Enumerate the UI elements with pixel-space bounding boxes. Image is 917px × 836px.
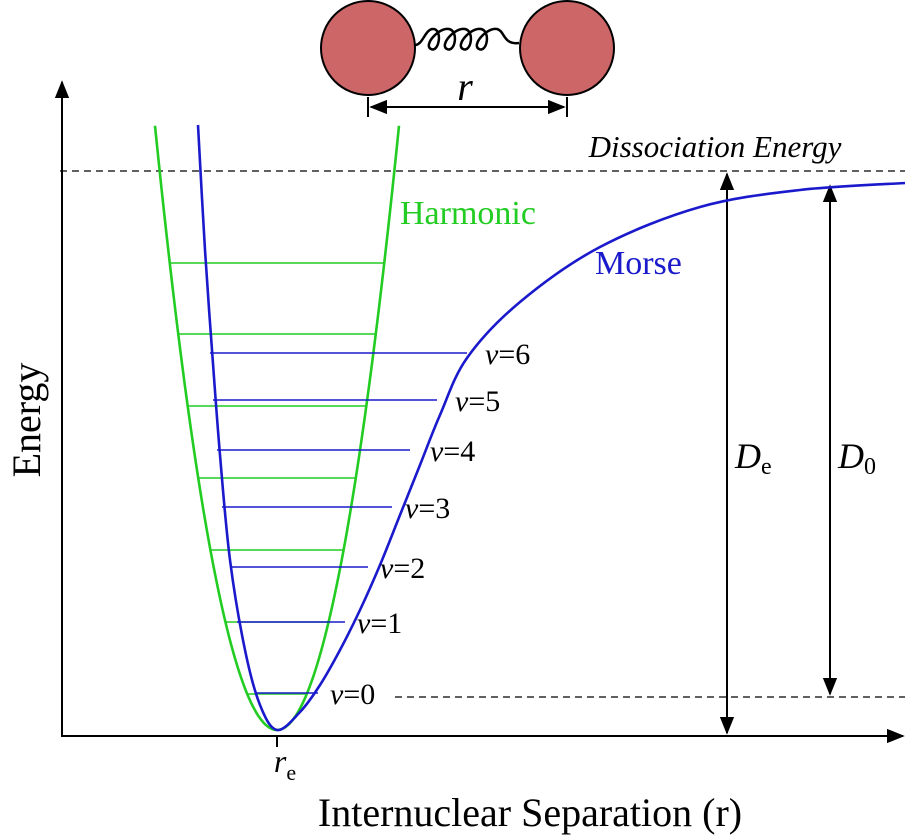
de-label: De xyxy=(734,436,772,480)
level-label: v=5 xyxy=(455,385,500,418)
level-label: v=2 xyxy=(380,552,425,585)
level-label: v=4 xyxy=(430,435,475,468)
morse-curve xyxy=(196,124,906,732)
d0-label: D0 xyxy=(837,436,876,480)
de-sub: e xyxy=(761,454,772,480)
harmonic-label: Harmonic xyxy=(400,195,536,232)
bond-label: r xyxy=(457,64,473,109)
d0-base: D xyxy=(837,436,864,476)
level-label: v=3 xyxy=(405,492,450,525)
dissociation-label: Dissociation Energy xyxy=(588,129,842,164)
re-label: re xyxy=(274,743,296,785)
y-title: Energy xyxy=(4,363,49,478)
re-base: r xyxy=(274,743,287,779)
molecule: r xyxy=(320,0,615,117)
level-label: v=1 xyxy=(357,607,402,640)
atom xyxy=(519,0,615,96)
spring xyxy=(414,27,520,51)
atom xyxy=(320,0,416,96)
re-sub: e xyxy=(286,760,296,785)
curves: v=0 v=1 v=2 v=3 v=4 v=5 v=6 xyxy=(153,124,906,732)
morse-label: Morse xyxy=(595,245,682,282)
d0-sub: 0 xyxy=(864,454,876,480)
x-title: Internuclear Separation (r) xyxy=(318,790,742,835)
de-base: D xyxy=(734,436,761,476)
level-label: v=6 xyxy=(485,338,530,371)
level-label: v=0 xyxy=(330,678,375,711)
